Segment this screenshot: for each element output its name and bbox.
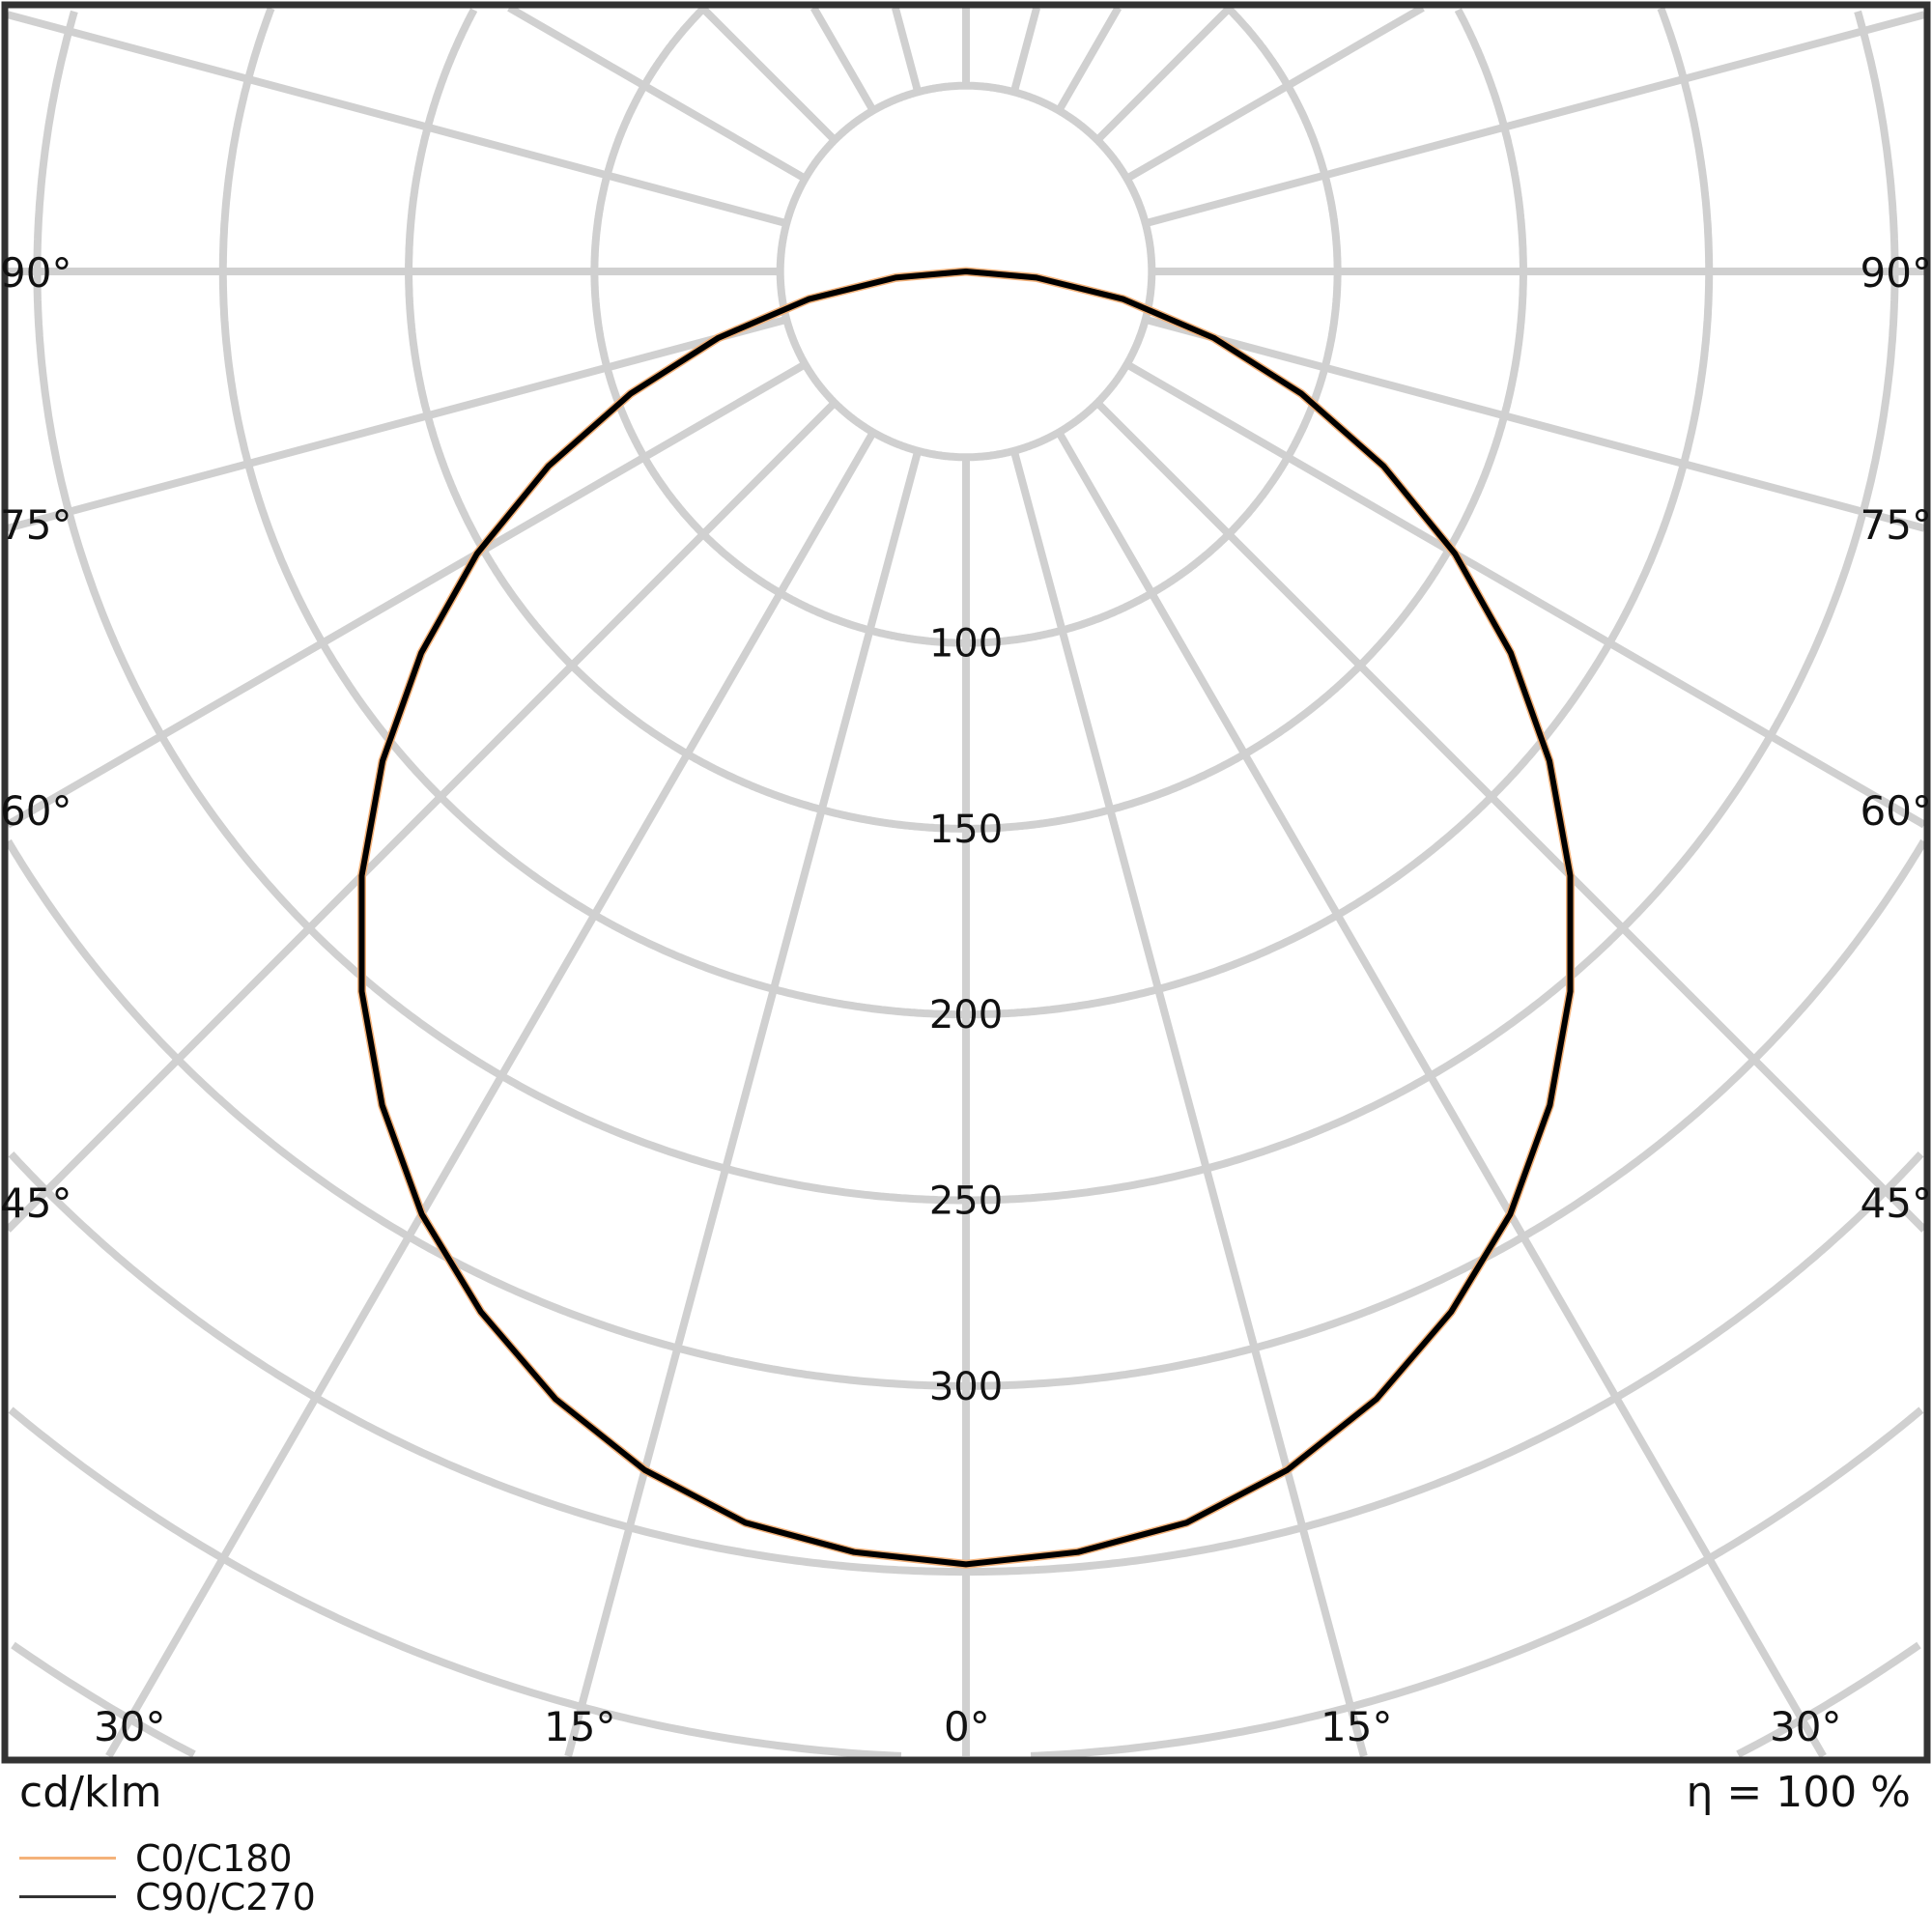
angle-label-bottom-15-left: 15° — [544, 1703, 616, 1750]
grid-spoke-75 — [1144, 315, 1926, 532]
angle-label-right-90: 90° — [1860, 249, 1932, 297]
angle-label-left-60: 60° — [0, 787, 72, 835]
angle-label-left-75: 75° — [0, 501, 72, 549]
radial-label-100: 100 — [929, 622, 1003, 667]
grid-spoke-30 — [1055, 430, 1827, 1758]
grid-spoke-165 — [1009, 6, 1041, 94]
efficiency-label: η = 100 % — [1686, 1768, 1911, 1817]
legend-label-c0-c180: C0/C180 — [135, 1837, 293, 1880]
grid-spoke-120 — [1124, 4, 1425, 183]
grid-spoke-225 — [699, 5, 838, 143]
radial-label-200: 200 — [929, 993, 1003, 1037]
grid-ring-350 — [8, 1151, 1924, 1577]
angle-label-right-60: 60° — [1860, 787, 1932, 835]
legend-swatch-c0-c180 — [19, 1857, 116, 1860]
grid-spoke-240 — [507, 4, 808, 183]
grid-spoke-345 — [564, 449, 923, 1758]
radial-label-250: 250 — [929, 1179, 1003, 1224]
legend-swatch-c90-c270 — [19, 1895, 116, 1898]
radial-label-150: 150 — [929, 808, 1003, 852]
grid-spoke-45 — [1094, 400, 1927, 1233]
grid-spoke-315 — [5, 400, 838, 1233]
angle-label-left-45: 45° — [0, 1179, 72, 1227]
angle-label-bottom-0: 0° — [944, 1703, 990, 1750]
polar-grid — [4, 4, 1928, 1760]
grid-ring-450 — [11, 1641, 1921, 1758]
unit-label: cd/klm — [19, 1768, 162, 1817]
grid-ring-300 — [4, 838, 1928, 1390]
grid-ring-150 — [405, 8, 1527, 833]
grid-spoke-210 — [810, 6, 877, 113]
grid-spoke-195 — [891, 6, 923, 94]
grid-spoke-105 — [1144, 11, 1926, 228]
curve-c90-c270 — [358, 269, 1574, 1568]
grid-spoke-15 — [1009, 449, 1368, 1758]
legend-label-c90-c270: C90/C270 — [135, 1876, 316, 1918]
radial-label-300: 300 — [929, 1365, 1003, 1409]
angle-label-bottom-30-right: 30° — [1770, 1703, 1842, 1750]
grid-ring-400 — [8, 1406, 1924, 1760]
grid-spoke-330 — [105, 430, 877, 1758]
angle-label-bottom-15-right: 15° — [1321, 1703, 1393, 1750]
plot-frame — [1, 1, 1931, 1764]
angle-label-bottom-30-left: 30° — [94, 1703, 166, 1750]
grid-spoke-60 — [1124, 360, 1927, 829]
angle-label-left-90: 90° — [0, 249, 72, 297]
angle-label-right-45: 45° — [1860, 1179, 1932, 1227]
grid-spoke-300 — [6, 360, 808, 829]
grid-ring-200 — [218, 7, 1714, 1019]
grid-spoke-255 — [6, 11, 788, 228]
grid-ring-250 — [33, 10, 1899, 1205]
grid-spoke-150 — [1055, 6, 1122, 113]
intensity-curves — [357, 267, 1575, 1569]
angle-label-right-75: 75° — [1860, 501, 1932, 549]
grid-spoke-285 — [6, 315, 788, 532]
grid-ring-100 — [590, 6, 1342, 647]
radial-labels: 100 150 200 250 300 — [929, 622, 1003, 1409]
grid-spoke-135 — [1094, 5, 1233, 143]
